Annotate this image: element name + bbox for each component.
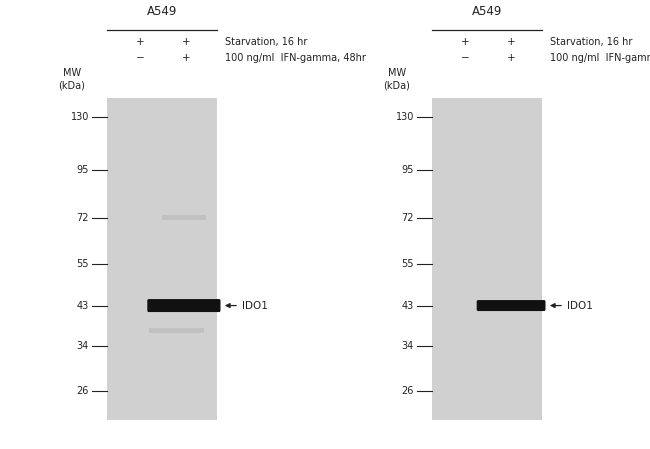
Text: A549: A549: [472, 5, 502, 18]
Text: +: +: [507, 53, 515, 63]
Text: 34: 34: [402, 341, 414, 351]
Text: 43: 43: [402, 300, 414, 311]
Text: 95: 95: [402, 165, 414, 175]
Text: +: +: [507, 37, 515, 47]
Text: 43: 43: [77, 300, 89, 311]
Text: 34: 34: [77, 341, 89, 351]
Text: A549: A549: [147, 5, 177, 18]
Text: +: +: [461, 37, 469, 47]
Text: 100 ng/ml  IFN-gamma, 48hr: 100 ng/ml IFN-gamma, 48hr: [550, 53, 650, 63]
Text: 26: 26: [402, 387, 414, 396]
Text: +: +: [136, 37, 144, 47]
Text: 72: 72: [402, 212, 414, 223]
Text: 55: 55: [77, 259, 89, 269]
Text: Starvation, 16 hr: Starvation, 16 hr: [550, 37, 632, 47]
Text: 100 ng/ml  IFN-gamma, 48hr: 100 ng/ml IFN-gamma, 48hr: [225, 53, 366, 63]
Text: 55: 55: [402, 259, 414, 269]
Text: IDO1: IDO1: [242, 300, 268, 311]
Text: −: −: [136, 53, 144, 63]
Bar: [432, 98, 542, 420]
Bar: [107, 98, 217, 420]
Text: +: +: [182, 53, 190, 63]
Text: (kDa): (kDa): [58, 80, 85, 90]
Text: 95: 95: [77, 165, 89, 175]
Text: 130: 130: [71, 112, 89, 122]
Bar: [162, 215, 206, 220]
Bar: [149, 328, 204, 333]
Text: +: +: [182, 37, 190, 47]
Text: (kDa): (kDa): [384, 80, 410, 90]
FancyBboxPatch shape: [148, 299, 220, 312]
Text: MW: MW: [63, 68, 81, 78]
Text: Starvation, 16 hr: Starvation, 16 hr: [225, 37, 307, 47]
Text: MW: MW: [388, 68, 406, 78]
Text: 26: 26: [77, 387, 89, 396]
FancyBboxPatch shape: [476, 300, 545, 311]
Text: −: −: [461, 53, 469, 63]
Text: 130: 130: [396, 112, 414, 122]
Text: 72: 72: [77, 212, 89, 223]
Text: IDO1: IDO1: [567, 300, 593, 311]
